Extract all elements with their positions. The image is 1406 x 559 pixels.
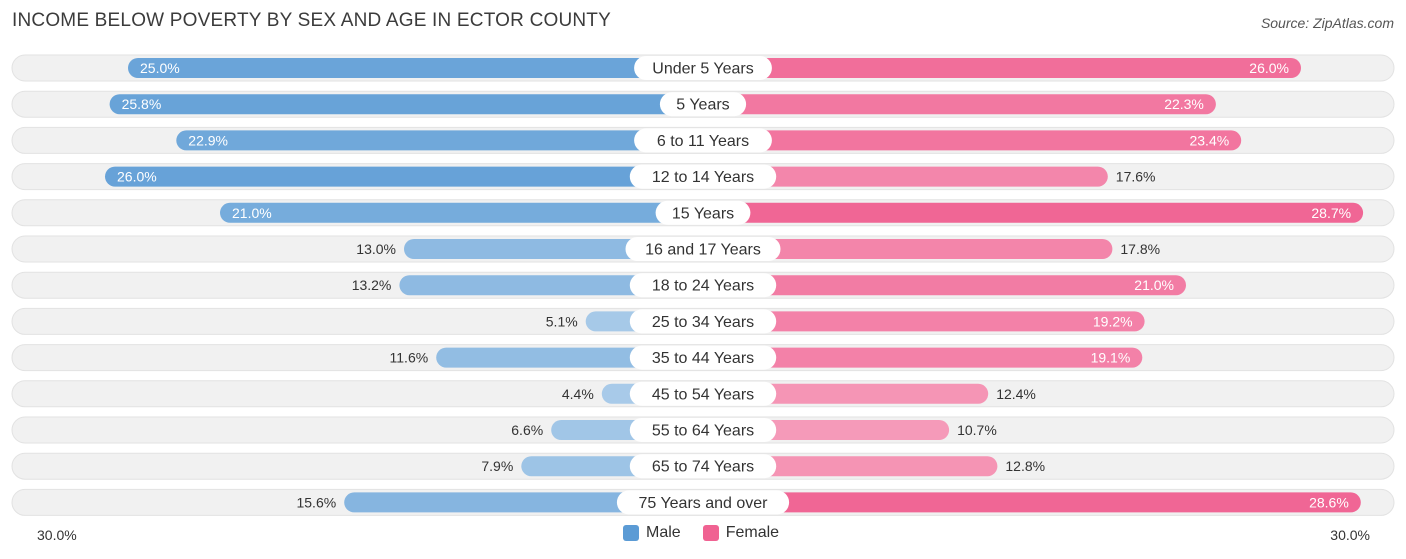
female-value-label: 22.3% bbox=[1164, 96, 1204, 112]
category-pill bbox=[659, 92, 747, 117]
female-value-label: 19.1% bbox=[1091, 350, 1131, 366]
legend: Male Female bbox=[623, 524, 793, 542]
legend-swatch-male bbox=[623, 525, 639, 541]
female-value-label: 12.4% bbox=[996, 386, 1036, 402]
category-pill bbox=[629, 418, 777, 442]
category-pill bbox=[655, 200, 751, 225]
category-label: 18 to 24 Years bbox=[652, 278, 754, 295]
female-bar bbox=[703, 58, 1301, 78]
female-bar bbox=[703, 94, 1216, 115]
female-bar bbox=[703, 202, 1364, 223]
category-label: 55 to 64 Years bbox=[652, 423, 754, 440]
male-bar bbox=[399, 275, 703, 296]
category-label: 5 Years bbox=[676, 97, 729, 114]
male-bar bbox=[344, 492, 703, 513]
category-label: 75 Years and over bbox=[639, 495, 769, 512]
female-bar bbox=[703, 130, 1242, 151]
category-label: Under 5 Years bbox=[652, 61, 753, 78]
legend-item-male: Male bbox=[623, 524, 681, 542]
category-label: 25 to 34 Years bbox=[652, 314, 754, 331]
male-bar bbox=[128, 58, 703, 78]
bar-chart: 25.0% 26.0% Under 5 Years 25.8% 22.3% 5 Years… bbox=[11, 54, 1395, 516]
category-label: 16 and 17 Years bbox=[645, 242, 761, 259]
female-bar bbox=[703, 166, 1108, 187]
male-bar bbox=[105, 166, 703, 187]
male-value-label: 13.0% bbox=[356, 241, 396, 257]
male-value-label: 6.6% bbox=[511, 422, 543, 438]
female-value-label: 12.8% bbox=[1005, 458, 1045, 474]
male-value-label: 11.6% bbox=[390, 350, 429, 366]
category-pill bbox=[629, 345, 777, 370]
female-value-label: 10.7% bbox=[957, 422, 997, 438]
category-pill bbox=[634, 128, 772, 153]
category-label: 6 to 11 Years bbox=[657, 133, 749, 150]
chart-source: Source: ZipAtlas.com bbox=[1260, 15, 1394, 31]
female-value-label: 23.4% bbox=[1189, 132, 1229, 148]
female-value-label: 17.8% bbox=[1120, 241, 1160, 257]
female-value-label: 28.7% bbox=[1311, 205, 1351, 221]
female-value-label: 28.6% bbox=[1309, 494, 1349, 510]
category-pill bbox=[625, 237, 781, 261]
female-bar bbox=[703, 239, 1113, 259]
female-bar bbox=[703, 492, 1361, 513]
category-label: 35 to 44 Years bbox=[652, 350, 754, 367]
male-value-label: 25.8% bbox=[122, 96, 162, 112]
category-pill bbox=[629, 273, 777, 298]
category-label: 65 to 74 Years bbox=[652, 459, 754, 476]
category-pill bbox=[634, 56, 772, 80]
male-bar bbox=[176, 130, 704, 151]
male-value-label: 15.6% bbox=[296, 494, 336, 510]
female-value-label: 21.0% bbox=[1134, 277, 1174, 293]
category-pill bbox=[616, 490, 790, 515]
male-value-label: 7.9% bbox=[481, 458, 513, 474]
female-bar bbox=[703, 456, 998, 477]
male-value-label: 21.0% bbox=[232, 205, 272, 221]
female-value-label: 26.0% bbox=[1249, 60, 1289, 76]
male-value-label: 22.9% bbox=[188, 132, 228, 148]
female-bar bbox=[703, 311, 1145, 332]
legend-item-female: Female bbox=[702, 524, 780, 542]
male-value-label: 25.0% bbox=[140, 60, 180, 76]
category-label: 12 to 14 Years bbox=[652, 169, 754, 186]
category-label: 15 Years bbox=[672, 205, 734, 222]
legend-label-male: Male bbox=[646, 524, 681, 541]
axis-right-label: 30.0% bbox=[1330, 527, 1370, 543]
legend-swatch-female bbox=[702, 525, 719, 541]
male-value-label: 5.1% bbox=[546, 313, 578, 329]
male-value-label: 13.2% bbox=[352, 277, 392, 293]
category-label: 45 to 54 Years bbox=[652, 386, 754, 403]
category-pill bbox=[629, 164, 777, 189]
female-value-label: 19.2% bbox=[1093, 313, 1133, 329]
male-value-label: 26.0% bbox=[117, 169, 157, 185]
chart-title: INCOME BELOW POVERTY BY SEX AND AGE IN E… bbox=[12, 10, 611, 31]
male-bar bbox=[220, 202, 703, 223]
female-value-label: 17.6% bbox=[1116, 169, 1156, 185]
female-bar bbox=[703, 275, 1186, 296]
male-bar bbox=[109, 94, 704, 115]
category-pill bbox=[629, 454, 777, 479]
category-pill bbox=[629, 381, 777, 406]
axis-left-label: 30.0% bbox=[37, 527, 77, 543]
female-bar bbox=[703, 347, 1143, 368]
legend-label-female: Female bbox=[725, 524, 780, 541]
male-value-label: 4.4% bbox=[562, 386, 594, 402]
category-pill bbox=[629, 309, 777, 334]
